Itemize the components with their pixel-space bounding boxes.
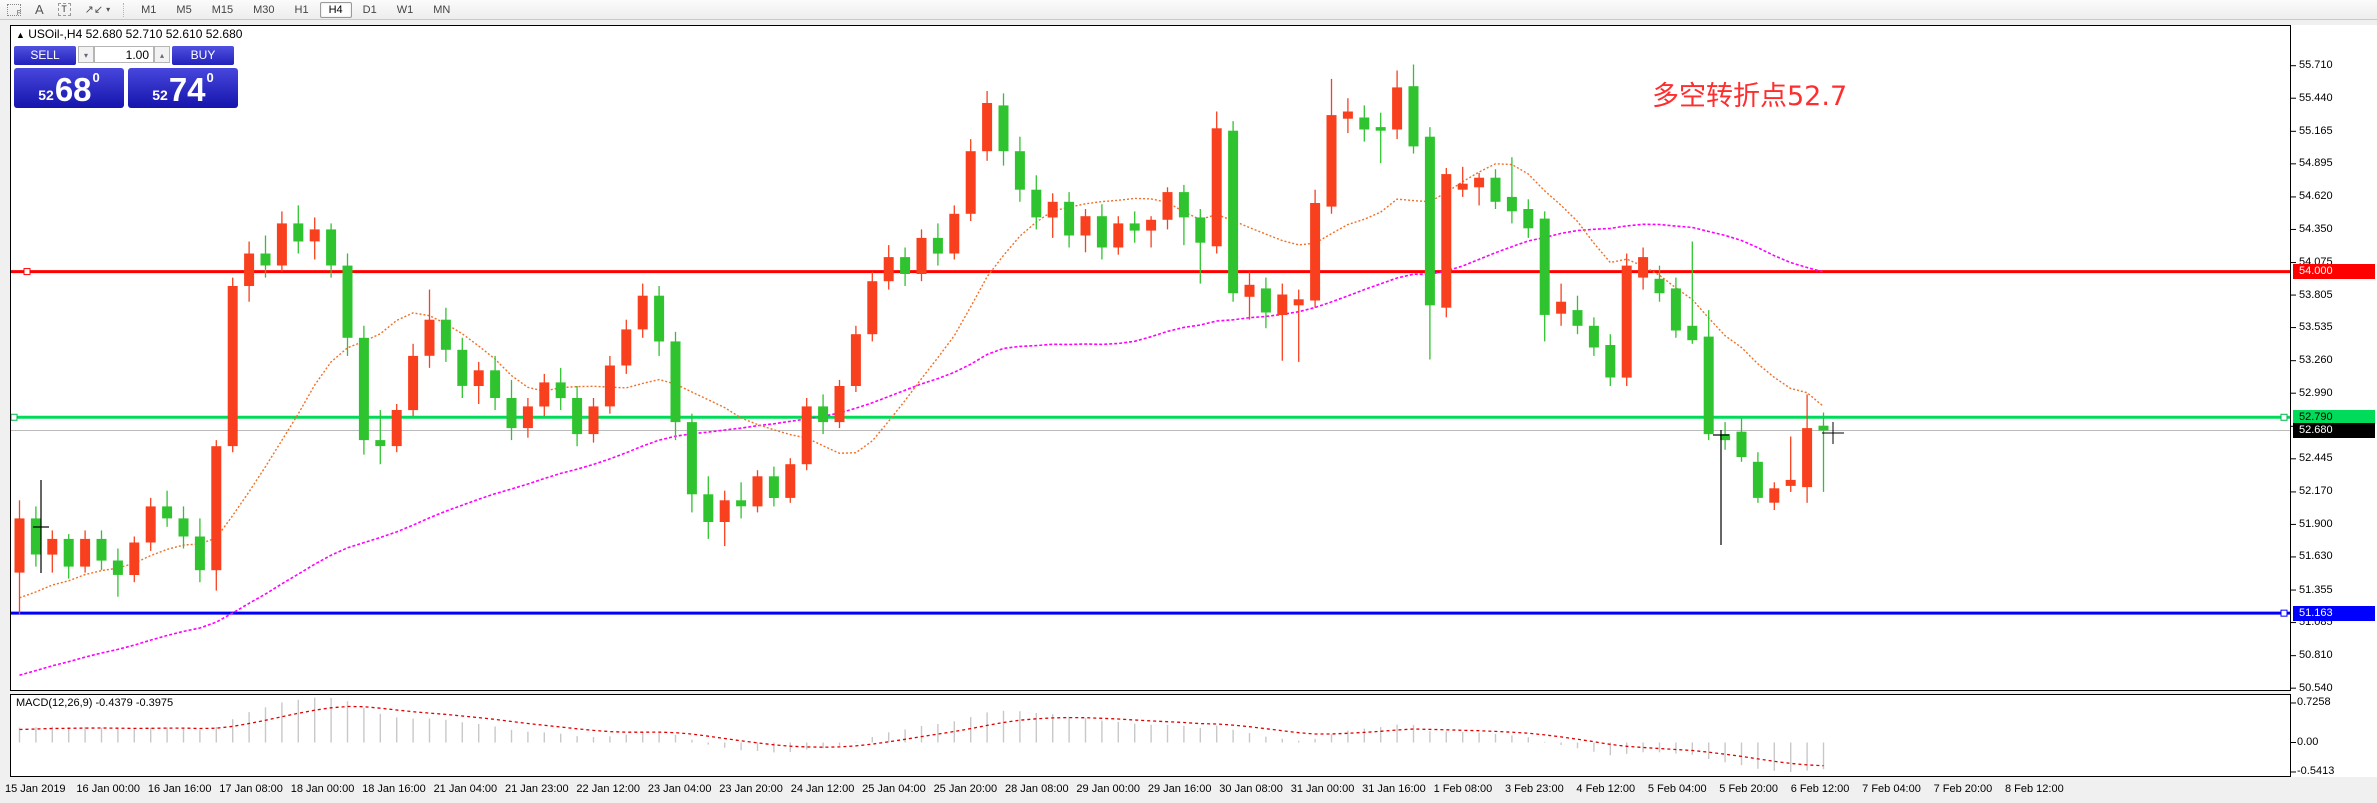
- time-tick: 30 Jan 08:00: [1219, 783, 1283, 795]
- buy-price-prefix: 52: [152, 87, 168, 103]
- sell-button[interactable]: SELL: [14, 46, 76, 65]
- volume-up-button[interactable]: ▴: [154, 46, 170, 63]
- time-tick: 7 Feb 20:00: [1933, 783, 1993, 795]
- price-tick: 55.440: [2299, 91, 2333, 104]
- ohlc-values: 52.680 52.710 52.610 52.680: [85, 27, 243, 41]
- main-chart-pane[interactable]: [10, 25, 2291, 691]
- arrows-tool-icon[interactable]: ↗↙ ▾: [84, 4, 111, 16]
- time-tick: 25 Jan 20:00: [933, 783, 998, 795]
- sell-price-prefix: 52: [38, 87, 54, 103]
- volume-input[interactable]: 1.00: [94, 46, 154, 63]
- one-click-trading-panel: SELL ▾ 1.00 ▴ BUY 52 68 0 52 74 0: [14, 46, 238, 108]
- price-tick: 50.810: [2299, 649, 2333, 662]
- symbol-period: USOil-,H4: [28, 27, 83, 41]
- macd-indicator-label: MACD(12,26,9) -0.4379 -0.3975: [16, 697, 174, 709]
- price-tick: 54.350: [2299, 222, 2333, 235]
- price-tick: 53.535: [2299, 321, 2333, 334]
- price-axis[interactable]: [2291, 25, 2377, 777]
- time-tick: 21 Jan 04:00: [433, 783, 498, 795]
- timeframe-group: M1 M5 M15 M30 H1 H4 D1 W1 MN: [131, 1, 460, 18]
- timeframe-w1[interactable]: W1: [396, 3, 414, 16]
- time-tick: 3 Feb 23:00: [1505, 783, 1564, 795]
- time-tick: 4 Feb 12:00: [1576, 783, 1636, 795]
- toolbar-separator: [123, 2, 125, 17]
- time-tick: 8 Feb 12:00: [2005, 783, 2064, 795]
- buy-price-main: 74: [168, 71, 206, 108]
- time-tick: 7 Feb 04:00: [1862, 783, 1921, 795]
- price-badge: 51.163: [2293, 605, 2375, 621]
- timeframe-m1[interactable]: M1: [141, 3, 157, 16]
- new-order-grid-icon[interactable]: F: [7, 3, 21, 17]
- price-tick: 51.355: [2299, 583, 2333, 596]
- chart-title: ▲ USOil-,H4 52.680 52.710 52.610 52.680: [16, 27, 242, 41]
- price-tick: 55.710: [2299, 59, 2333, 72]
- time-tick: 5 Feb 04:00: [1647, 783, 1707, 795]
- collapse-marker-icon[interactable]: ▲: [16, 30, 25, 40]
- price-tick: 52.170: [2299, 485, 2333, 498]
- timeframe-m30[interactable]: M30: [253, 3, 275, 16]
- macd-tick: -0.5413: [2297, 765, 2335, 778]
- price-tick: 53.260: [2299, 354, 2333, 367]
- text-label-icon[interactable]: T: [57, 3, 71, 16]
- time-tick: 5 Feb 20:00: [1719, 783, 1778, 795]
- price-tick: 53.805: [2299, 288, 2333, 301]
- macd-tick: 0.7258: [2297, 696, 2331, 709]
- time-tick: 28 Jan 08:00: [1005, 783, 1069, 795]
- chevron-down-icon[interactable]: ▾: [106, 5, 111, 14]
- time-tick: 23 Jan 20:00: [719, 783, 783, 795]
- annotation-text: 多空转折点52.7: [1652, 81, 1848, 112]
- time-tick: 17 Jan 08:00: [219, 783, 283, 795]
- toolbar: F A T ↗↙ ▾ M1 M5 M15 M30 H1 H4 D1 W1 MN: [0, 0, 2377, 20]
- price-tick: 51.900: [2299, 517, 2333, 530]
- time-tick: 22 Jan 12:00: [576, 783, 641, 795]
- time-tick: 25 Jan 04:00: [862, 783, 926, 795]
- time-tick: 18 Jan 00:00: [290, 783, 355, 795]
- price-tick: 51.630: [2299, 550, 2333, 563]
- price-tick: 52.990: [2299, 386, 2333, 399]
- time-tick: 6 Feb 12:00: [1790, 783, 1850, 795]
- time-tick: 31 Jan 00:00: [1290, 783, 1355, 795]
- price-badge: 54.000: [2293, 264, 2375, 280]
- price-badge: 52.680: [2293, 423, 2375, 438]
- price-tick: 50.540: [2299, 681, 2333, 694]
- time-tick: 29 Jan 16:00: [1147, 783, 1212, 795]
- time-tick: 1 Feb 08:00: [1433, 783, 1493, 795]
- buy-button[interactable]: BUY: [172, 46, 234, 65]
- time-tick: 21 Jan 23:00: [505, 783, 569, 795]
- buy-price-pip: 0: [206, 70, 214, 85]
- time-tick: 16 Jan 00:00: [76, 783, 141, 795]
- price-tick: 54.895: [2299, 157, 2333, 170]
- timeframe-h1[interactable]: H1: [294, 3, 309, 16]
- cursor-icon[interactable]: A: [35, 2, 44, 17]
- buy-price-display[interactable]: 52 74 0: [128, 68, 238, 108]
- volume-down-button[interactable]: ▾: [78, 46, 94, 63]
- time-tick: 24 Jan 12:00: [790, 783, 855, 795]
- time-tick: 31 Jan 16:00: [1362, 783, 1426, 795]
- time-tick: 18 Jan 16:00: [362, 783, 426, 795]
- time-tick: 29 Jan 00:00: [1076, 783, 1141, 795]
- timeframe-mn[interactable]: MN: [433, 3, 451, 16]
- macd-tick: 0.00: [2297, 736, 2319, 748]
- time-tick: 16 Jan 16:00: [147, 783, 212, 795]
- sell-price-display[interactable]: 52 68 0: [14, 68, 124, 108]
- sell-price-main: 68: [54, 71, 92, 108]
- timeframe-m15[interactable]: M15: [211, 3, 234, 16]
- price-tick: 52.445: [2299, 452, 2333, 465]
- price-tick: 55.165: [2299, 124, 2333, 137]
- time-tick: 15 Jan 2019: [5, 783, 66, 795]
- price-tick: 54.620: [2299, 190, 2333, 203]
- macd-pane[interactable]: [10, 694, 2291, 777]
- time-tick: 23 Jan 04:00: [647, 783, 712, 795]
- timeframe-d1[interactable]: D1: [362, 3, 377, 16]
- timeframe-m5[interactable]: M5: [176, 3, 192, 16]
- sell-price-pip: 0: [92, 70, 100, 85]
- timeframe-h4[interactable]: H4: [319, 1, 352, 18]
- price-badge: 52.790: [2293, 409, 2375, 425]
